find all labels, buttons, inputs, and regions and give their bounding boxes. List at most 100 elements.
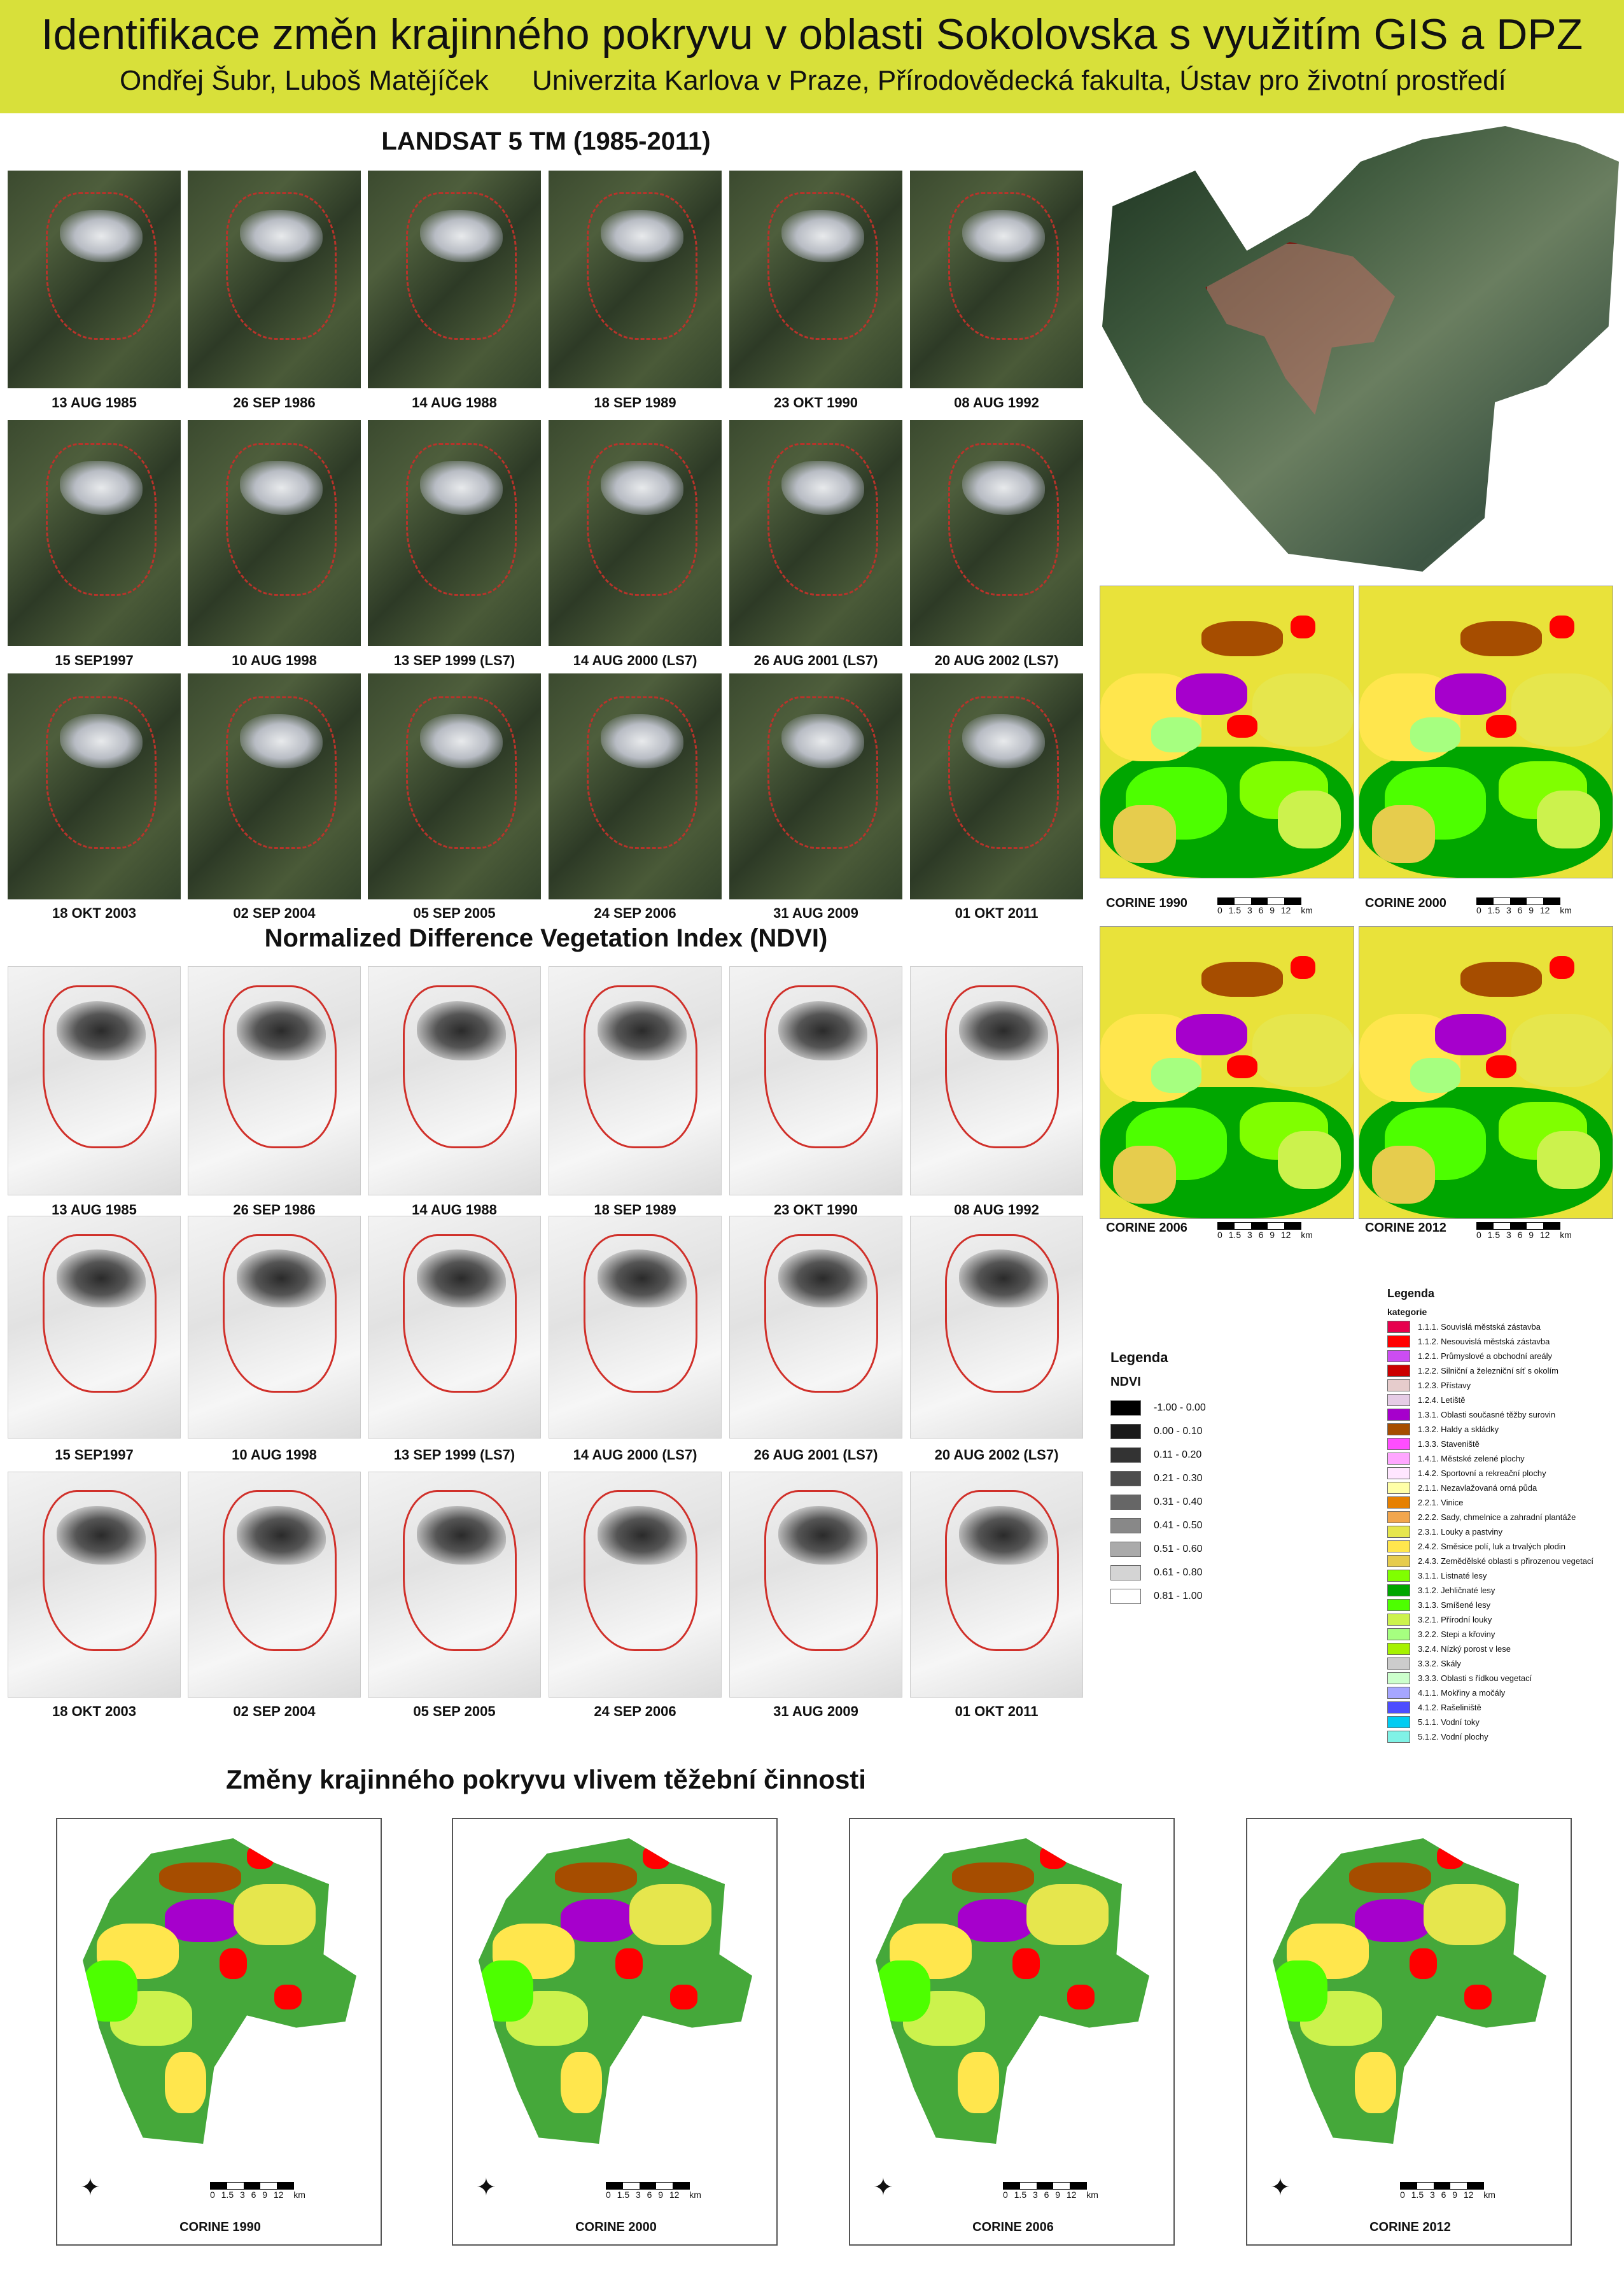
study-boundary	[948, 696, 1060, 849]
study-boundary	[405, 192, 517, 340]
scale-bar	[210, 2182, 294, 2190]
scale-number: 0	[1003, 2190, 1008, 2200]
scale-unit: km	[1560, 905, 1572, 915]
corine-legend-subtitle: kategorie	[1387, 1307, 1427, 1317]
legend-label: 2.2.2. Sady, chmelnice a zahradní plantá…	[1418, 1512, 1576, 1522]
land-cover-patch	[83, 1960, 137, 2022]
scale-number: 1.5	[1487, 905, 1501, 915]
land-cover-patch	[1026, 1884, 1109, 1945]
legend-swatch	[1387, 1467, 1410, 1479]
corine-legend-item: 2.2.1. Vinice	[1387, 1495, 1616, 1510]
ndvi-image-tile	[368, 966, 541, 1195]
change-map-label: CORINE 2006	[972, 2220, 1054, 2234]
legend-swatch	[1387, 1540, 1410, 1552]
land-cover-patch	[670, 1985, 697, 2009]
changes-section-title: Změny krajinného pokryvu vlivem těžební …	[226, 1764, 866, 1794]
north-arrow-icon: ✦	[1270, 2174, 1291, 2201]
scale-numbers: 0 1.5 3 6 9 12 km	[1217, 905, 1313, 915]
land-cover-patch	[1227, 1055, 1257, 1079]
land-cover-patch	[1371, 1145, 1436, 1204]
legend-swatch	[1387, 1350, 1410, 1362]
legend-swatch	[1387, 1584, 1410, 1596]
study-boundary	[764, 1234, 878, 1393]
corine-legend-item: 2.1.1. Nezavlažovaná orná půda	[1387, 1481, 1616, 1495]
study-boundary	[405, 696, 517, 849]
study-boundary	[405, 442, 517, 596]
legend-swatch	[1110, 1541, 1141, 1557]
legend-label: 3.1.2. Jehličnaté lesy	[1418, 1586, 1495, 1595]
legend-label: 1.2.2. Silniční a železniční síť s okolí…	[1418, 1366, 1558, 1376]
corine-legend-item: 4.1.2. Rašeliniště	[1387, 1700, 1616, 1715]
corine-legend-item: 1.3.2. Haldy a skládky	[1387, 1422, 1616, 1437]
scale-bar	[1217, 897, 1301, 905]
scale-number: 3	[1506, 905, 1511, 915]
scale-number: 1.5	[1228, 905, 1242, 915]
land-cover-patch	[1423, 1884, 1506, 1945]
scale-number: 12	[669, 2190, 680, 2200]
legend-label: 5.1.1. Vodní toky	[1418, 1717, 1480, 1727]
study-boundary	[225, 192, 337, 340]
ndvi-date-label: 23 OKT 1990	[773, 1202, 858, 1218]
legend-swatch	[1387, 1599, 1410, 1611]
ndvi-legend-item: 0.51 - 0.60	[1110, 1537, 1263, 1561]
poster-authors: Ondřej Šubr, Luboš Matějíček	[120, 65, 489, 96]
legend-label: 1.3.1. Oblasti současné těžby surovin	[1418, 1410, 1556, 1419]
land-cover-patch	[1355, 2052, 1396, 2113]
land-cover-patch	[1486, 1055, 1516, 1079]
study-boundary	[767, 442, 879, 596]
legend-swatch	[1387, 1423, 1410, 1435]
scale-number: 9	[1055, 2190, 1061, 2200]
ndvi-date-label: 24 SEP 2006	[594, 1703, 676, 1719]
legend-swatch	[1387, 1321, 1410, 1333]
scale-bar	[1003, 2182, 1087, 2190]
study-boundary	[584, 1490, 697, 1652]
landsat-date-label: 26 AUG 2001 (LS7)	[753, 652, 878, 668]
landsat-image-tile	[729, 673, 902, 899]
corine-legend-items: 1.1.1. Souvislá městská zástavba 1.1.2. N…	[1387, 1319, 1616, 1744]
scale-number: 9	[1529, 905, 1534, 915]
scale-number: 12	[1280, 905, 1291, 915]
scale-unit: km	[1560, 1230, 1572, 1240]
legend-swatch	[1387, 1672, 1410, 1684]
landsat-image-tile	[368, 171, 541, 388]
land-cover-patch	[1371, 805, 1436, 864]
scale-number: 1.5	[221, 2190, 234, 2200]
land-cover-patch	[274, 1985, 302, 2009]
land-cover-patch	[1201, 621, 1283, 656]
landsat-image-tile	[729, 171, 902, 388]
scale-bar	[606, 2182, 690, 2190]
land-cover-patch	[233, 1884, 316, 1945]
land-cover-patch	[220, 1948, 247, 1979]
land-cover-patch	[1112, 1145, 1177, 1204]
change-map-panel: ✦ 0 1.5 3 6 9 12 km CORINE 2006	[849, 1818, 1175, 2246]
ndvi-date-label: 05 SEP 2005	[413, 1703, 496, 1719]
study-boundary	[223, 985, 337, 1149]
scale-numbers: 0 1.5 3 6 9 12 km	[1400, 2190, 1495, 2200]
study-boundary	[43, 1234, 157, 1393]
land-cover-patch	[1511, 1014, 1613, 1087]
legend-swatch	[1387, 1657, 1410, 1670]
landsat-date-label: 13 AUG 1985	[52, 395, 137, 411]
study-area-land-cover	[479, 1838, 752, 2144]
corine-legend-item: 3.1.2. Jehličnaté lesy	[1387, 1583, 1616, 1598]
study-boundary	[223, 1234, 337, 1393]
scale-number: 3	[635, 2190, 641, 2200]
ndvi-image-tile	[188, 1472, 361, 1698]
scale-number: 12	[273, 2190, 284, 2200]
land-cover-patch	[247, 1844, 274, 1869]
land-cover-patch	[1290, 615, 1316, 639]
legend-swatch	[1387, 1335, 1410, 1348]
ndvi-date-label: 18 OKT 2003	[52, 1703, 137, 1719]
scale-number: 0	[210, 2190, 215, 2200]
study-boundary	[767, 696, 879, 849]
poster-header: Identifikace změn krajinného pokryvu v o…	[0, 0, 1624, 113]
legend-label: 1.2.3. Přístavy	[1418, 1381, 1471, 1390]
scale-number: 12	[1463, 2190, 1474, 2200]
land-cover-patch	[1277, 1130, 1341, 1190]
ndvi-image-tile	[549, 1216, 722, 1439]
north-arrow-icon: ✦	[873, 2174, 893, 2201]
legend-swatch	[1387, 1409, 1410, 1421]
legend-label: 2.4.2. Směsice polí, luk a trvalých plod…	[1418, 1542, 1565, 1551]
scale-numbers: 0 1.5 3 6 9 12 km	[1476, 905, 1572, 915]
legend-label: 3.1.1. Listnaté lesy	[1418, 1571, 1487, 1580]
